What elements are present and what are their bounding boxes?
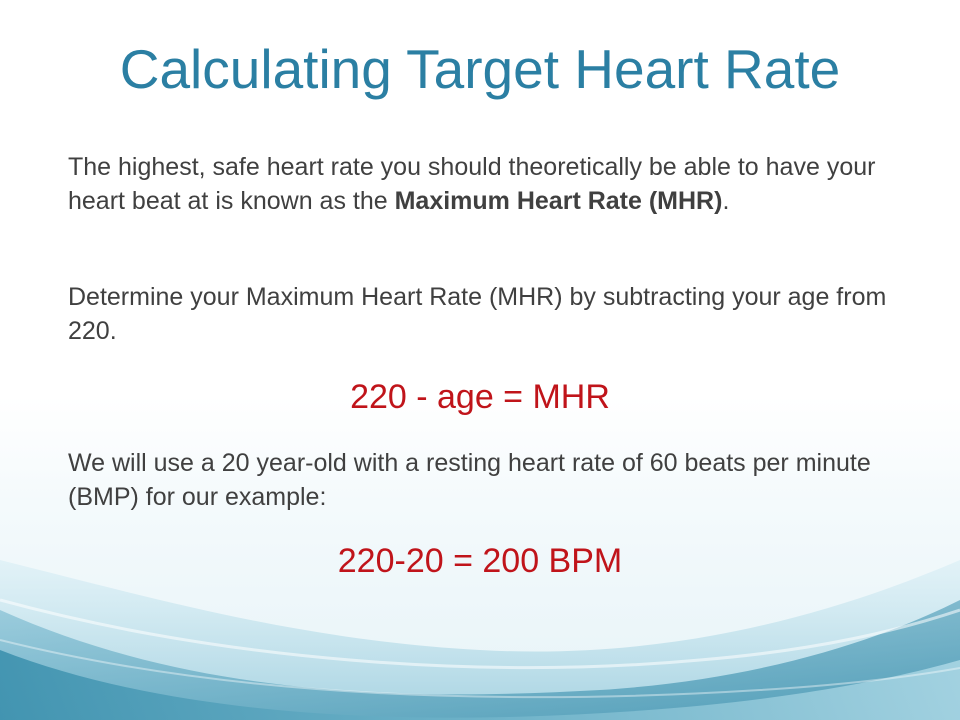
- wave-front: [0, 650, 960, 720]
- formula-example: 220-20 = 200 BPM: [337, 542, 623, 580]
- paragraph-example: We will use a 20 year-old with a resting…: [68, 449, 871, 511]
- slide-title: Calculating Target Heart Rate: [119, 38, 841, 100]
- wave-highlight: [0, 598, 960, 669]
- wave-mid: [0, 600, 960, 720]
- paragraph-mhr-definition-text: The highest, safe heart rate you should …: [68, 153, 876, 215]
- paragraph-mhr-instruction: Determine your Maximum Heart Rate (MHR) …: [68, 283, 887, 345]
- formula-mhr: 220 - age = MHR: [350, 378, 610, 416]
- paragraph-mhr-definition: The highest, safe heart rate you should …: [68, 150, 898, 218]
- wave-highlight-2: [0, 639, 960, 699]
- mhr-term: Maximum Heart Rate (MHR): [394, 187, 723, 215]
- paragraph-mhr-definition-end: .: [722, 187, 730, 215]
